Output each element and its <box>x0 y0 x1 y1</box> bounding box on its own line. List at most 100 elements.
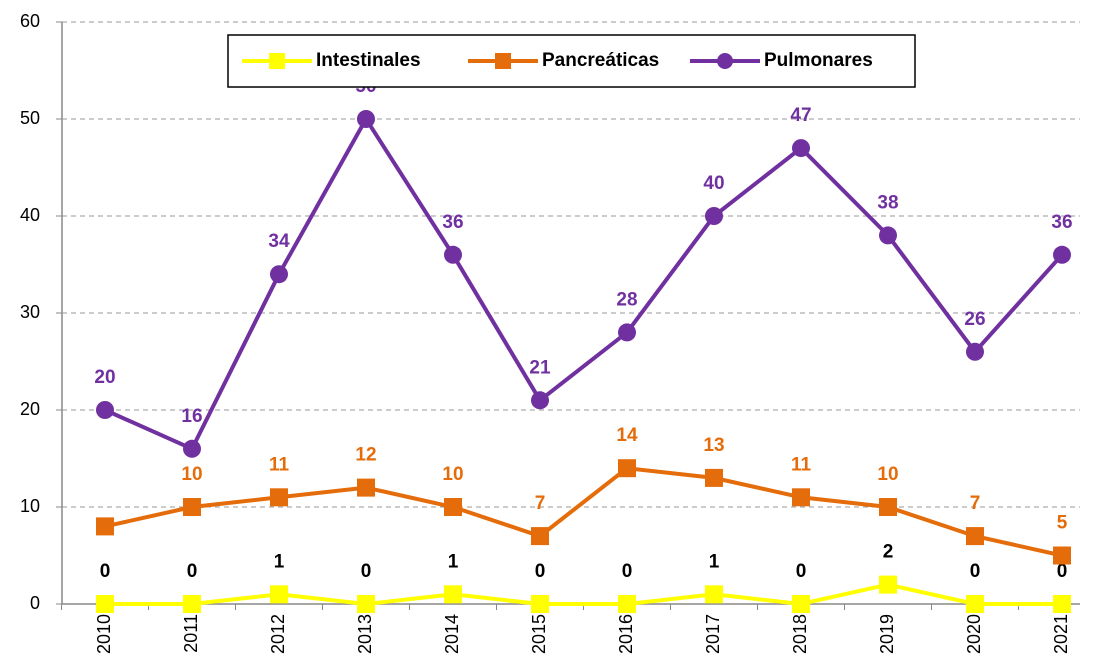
data-label: 38 <box>877 192 898 213</box>
data-label: 26 <box>964 309 985 330</box>
marker <box>792 139 810 158</box>
x-tick-label: 2012 <box>268 614 288 654</box>
data-label: 11 <box>269 454 290 475</box>
data-label: 28 <box>616 289 637 310</box>
legend: Intestinales Pancreáticas Pulmonares <box>227 34 916 88</box>
data-label: 10 <box>442 464 463 485</box>
data-label: 0 <box>100 561 111 582</box>
x-tick-label: 2021 <box>1051 614 1071 654</box>
marker <box>183 498 201 516</box>
legend-marker <box>717 53 733 69</box>
marker <box>1053 595 1071 613</box>
data-label: 1 <box>709 551 720 572</box>
marker <box>531 595 549 613</box>
marker <box>705 207 723 225</box>
marker <box>183 595 201 613</box>
marker <box>618 323 636 342</box>
marker <box>879 498 897 516</box>
x-tick-label: 2013 <box>355 614 375 654</box>
data-label: 0 <box>796 561 807 582</box>
x-tick-label: 2018 <box>790 614 810 654</box>
data-label: 10 <box>181 464 202 485</box>
data-label: 0 <box>187 561 198 582</box>
data-label: 13 <box>703 435 724 456</box>
x-tick-label: 2016 <box>616 614 636 654</box>
data-label: 2 <box>883 542 894 563</box>
y-tick-label: 30 <box>20 302 40 322</box>
legend-label: Pulmonares <box>764 50 873 71</box>
marker <box>270 585 288 604</box>
data-label: 40 <box>703 173 724 194</box>
marker <box>444 498 462 516</box>
marker <box>1053 546 1071 565</box>
y-tick-label: 60 <box>20 11 40 31</box>
y-tick-label: 40 <box>20 205 40 225</box>
marker <box>966 595 984 613</box>
series-line <box>104 466 1063 558</box>
data-label: 11 <box>791 454 812 475</box>
marker <box>618 595 636 613</box>
marker <box>96 595 114 613</box>
data-label: 12 <box>355 445 376 466</box>
data-label: 0 <box>622 561 633 582</box>
data-label: 16 <box>181 406 202 427</box>
marker <box>183 439 201 458</box>
marker <box>444 585 462 604</box>
marker <box>792 488 810 507</box>
marker <box>96 517 114 536</box>
marker <box>444 245 462 264</box>
data-label: 20 <box>94 367 115 388</box>
data-label: 36 <box>442 212 463 233</box>
x-tick-label: 2015 <box>529 614 549 654</box>
data-label: 14 <box>616 425 638 446</box>
y-tick-label: 50 <box>20 108 40 128</box>
legend-box <box>227 34 916 88</box>
marker <box>270 488 288 507</box>
legend-label: Pancreáticas <box>542 50 659 71</box>
data-label: 21 <box>529 357 551 378</box>
data-label: 1 <box>448 551 459 572</box>
marker <box>879 226 897 245</box>
data-label: 0 <box>970 561 981 582</box>
legend-marker <box>495 53 511 69</box>
data-label: 5 <box>1057 513 1068 534</box>
data-label: 0 <box>361 561 372 582</box>
marker <box>966 527 984 546</box>
data-label: 0 <box>1057 561 1068 582</box>
data-label: 7 <box>535 493 546 514</box>
marker <box>357 595 375 613</box>
x-tick-label: 2019 <box>877 614 897 654</box>
data-label: 47 <box>790 105 811 126</box>
data-label: 34 <box>268 231 290 252</box>
marker <box>966 342 984 361</box>
marker <box>879 575 897 594</box>
marker <box>270 265 288 284</box>
data-label: 36 <box>1051 212 1072 233</box>
x-tick-label: 2017 <box>703 614 723 654</box>
series-line <box>105 582 1062 607</box>
legend-label: Intestinales <box>316 50 421 71</box>
data-label: 0 <box>535 561 546 582</box>
x-tick-label: 2020 <box>964 614 984 654</box>
marker <box>531 527 549 546</box>
marker <box>705 585 723 604</box>
marker <box>357 478 375 497</box>
marker <box>357 110 375 128</box>
x-tick-label: 2014 <box>442 614 462 654</box>
marker <box>531 391 549 410</box>
y-tick-label: 10 <box>20 496 40 516</box>
marker <box>705 468 723 487</box>
data-label: 10 <box>877 464 898 485</box>
marker <box>96 401 114 419</box>
x-tick-label: 2010 <box>94 614 114 654</box>
x-tick-label: 2011 <box>181 614 201 653</box>
y-tick-label: 0 <box>30 593 40 613</box>
legend-marker <box>269 53 285 69</box>
marker <box>792 595 810 613</box>
marker <box>1053 245 1071 264</box>
series-line <box>104 115 1064 452</box>
data-label: 7 <box>970 493 981 514</box>
marker <box>618 459 636 478</box>
y-tick-label: 20 <box>20 399 40 419</box>
